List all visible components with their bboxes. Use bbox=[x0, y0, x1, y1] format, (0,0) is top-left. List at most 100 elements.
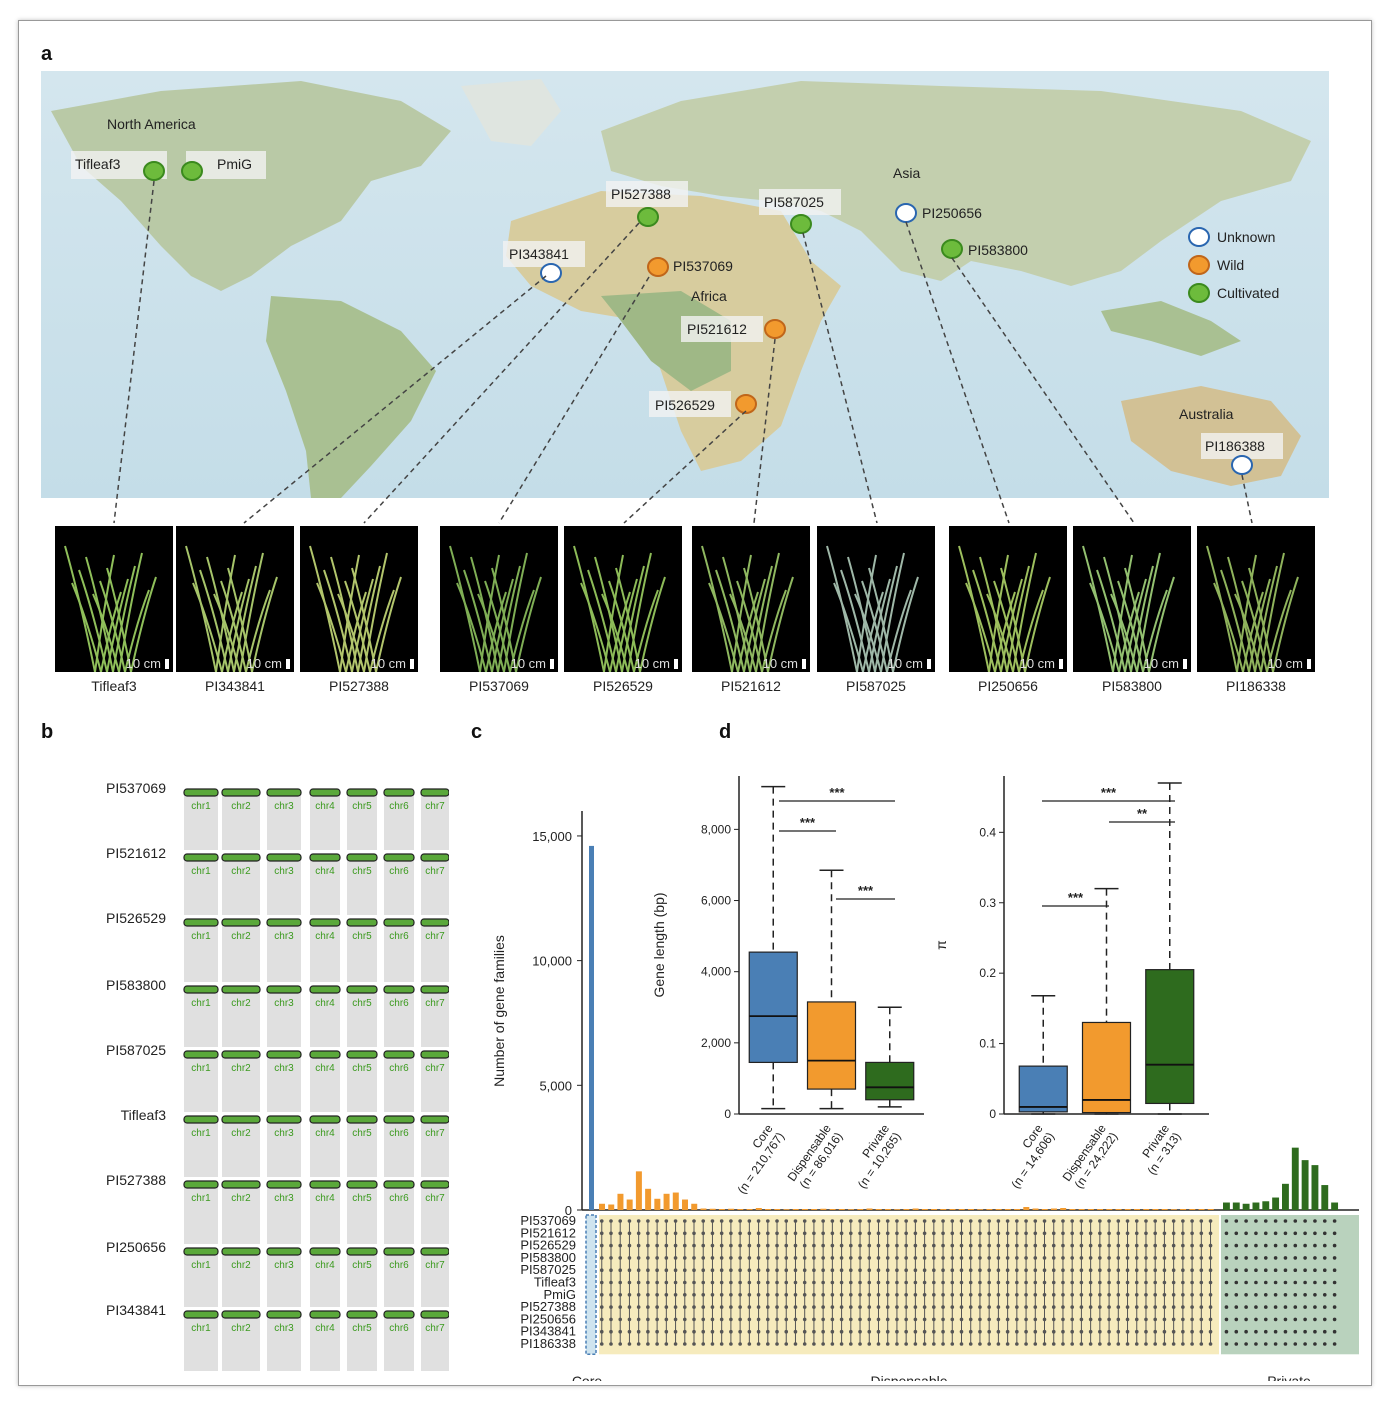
matrix-dot bbox=[1070, 1305, 1074, 1309]
plant-leaf bbox=[1260, 552, 1285, 672]
matrix-dot bbox=[1190, 1329, 1194, 1334]
matrix-dot bbox=[692, 1219, 696, 1223]
marker-label: PI521612 bbox=[687, 321, 747, 337]
matrix-dot bbox=[830, 1231, 835, 1236]
matrix-dot bbox=[729, 1256, 733, 1260]
matrix-dot bbox=[719, 1231, 724, 1236]
matrix-dot bbox=[987, 1293, 991, 1297]
bar-dispensable bbox=[1143, 1209, 1150, 1210]
matrix-dot bbox=[784, 1256, 789, 1260]
matrix-dot bbox=[1134, 1280, 1139, 1285]
matrix-dot bbox=[1098, 1243, 1102, 1248]
bar-dispensable bbox=[958, 1209, 965, 1210]
matrix-dot bbox=[1208, 1293, 1213, 1297]
matrix-dot bbox=[1283, 1268, 1288, 1272]
matrix-dot bbox=[950, 1305, 955, 1309]
matrix-dot bbox=[1098, 1256, 1102, 1260]
matrix-dot bbox=[1303, 1231, 1307, 1236]
matrix-dot bbox=[978, 1317, 982, 1322]
plant-leaf bbox=[213, 593, 241, 672]
synteny-link bbox=[184, 1252, 218, 1307]
synteny-link bbox=[310, 1252, 340, 1307]
plant-silhouette bbox=[64, 545, 157, 672]
matrix-dot bbox=[673, 1280, 678, 1285]
matrix-dot bbox=[904, 1268, 908, 1272]
bar-dispensable bbox=[1087, 1209, 1094, 1210]
matrix-dot bbox=[941, 1305, 945, 1309]
scale-bar bbox=[674, 659, 678, 669]
matrix-dot bbox=[1015, 1329, 1019, 1334]
chromosome-label: chr7 bbox=[425, 866, 445, 877]
matrix-dot bbox=[1224, 1256, 1229, 1260]
matrix-dot bbox=[1116, 1293, 1121, 1297]
y-tick-label: 10,000 bbox=[532, 954, 572, 969]
matrix-dot bbox=[1116, 1231, 1121, 1236]
matrix-dot bbox=[1061, 1280, 1065, 1285]
matrix-dot bbox=[1061, 1256, 1065, 1260]
plant-leaf bbox=[988, 554, 1009, 672]
matrix-dot bbox=[673, 1268, 678, 1272]
matrix-dot bbox=[913, 1305, 918, 1309]
matrix-dot bbox=[1322, 1293, 1327, 1297]
matrix-dot bbox=[618, 1280, 623, 1285]
synteny-accession-label: PI526529 bbox=[106, 910, 166, 926]
bar-dispensable bbox=[1189, 1209, 1196, 1210]
plant-photo: 10 cm bbox=[1073, 526, 1191, 672]
matrix-dot bbox=[996, 1243, 1001, 1248]
matrix-dot bbox=[1162, 1317, 1167, 1322]
matrix-dot bbox=[1254, 1243, 1258, 1248]
matrix-dot bbox=[812, 1317, 816, 1322]
synteny-accession-label: PI521612 bbox=[106, 845, 166, 861]
matrix-dot bbox=[904, 1317, 908, 1322]
matrix-dot bbox=[1042, 1256, 1047, 1260]
chromosome-label: chr5 bbox=[352, 1193, 372, 1204]
boxplot-y-axis-title: π bbox=[933, 940, 949, 950]
group-label-private: Private bbox=[1267, 1373, 1311, 1381]
chromosome-label: chr2 bbox=[231, 931, 251, 942]
boxplot-category-label: Dispensable(n = 24,222) bbox=[1060, 1121, 1121, 1191]
matrix-dot bbox=[1190, 1293, 1194, 1297]
matrix-dot bbox=[821, 1268, 825, 1272]
synteny-link bbox=[222, 1315, 260, 1373]
matrix-dot bbox=[821, 1256, 825, 1260]
synteny-link bbox=[184, 793, 218, 850]
matrix-dot bbox=[1181, 1329, 1185, 1334]
bar-dispensable bbox=[1161, 1209, 1168, 1210]
chromosome-label: chr1 bbox=[191, 1193, 211, 1204]
bar-private bbox=[1223, 1202, 1230, 1210]
plant-leaf bbox=[1136, 552, 1161, 672]
matrix-dot bbox=[609, 1329, 613, 1334]
matrix-dot bbox=[1051, 1293, 1056, 1297]
chromosome-bar bbox=[420, 1247, 450, 1256]
matrix-dot bbox=[1181, 1293, 1185, 1297]
matrix-dot bbox=[646, 1268, 650, 1272]
bar-dispensable bbox=[691, 1203, 698, 1210]
matrix-dot bbox=[1088, 1317, 1093, 1322]
matrix-dot bbox=[1244, 1293, 1248, 1297]
matrix-dot bbox=[673, 1231, 678, 1236]
matrix-dot bbox=[1162, 1280, 1167, 1285]
matrix-dot bbox=[1332, 1329, 1337, 1334]
matrix-dot bbox=[1061, 1219, 1065, 1223]
matrix-dot bbox=[710, 1342, 715, 1346]
matrix-dot bbox=[1107, 1268, 1111, 1272]
plant-photo-row: 10 cm Tifleaf3 10 cm PI343841 10 cm PI527388 1… bbox=[19, 526, 1371, 706]
scale-bar bbox=[550, 659, 554, 669]
plant-leaf bbox=[601, 593, 629, 672]
matrix-dot bbox=[1116, 1329, 1121, 1334]
chromosome-bar bbox=[420, 1180, 450, 1189]
matrix-dot bbox=[1153, 1329, 1157, 1334]
plant-photo-label: PI527388 bbox=[329, 678, 389, 694]
matrix-dot bbox=[913, 1280, 918, 1285]
matrix-dot bbox=[1088, 1280, 1093, 1285]
matrix-dot bbox=[646, 1219, 650, 1223]
chromosome-label: chr5 bbox=[352, 931, 372, 942]
matrix-dot bbox=[968, 1305, 973, 1309]
matrix-dot bbox=[1042, 1329, 1047, 1334]
matrix-dot bbox=[950, 1342, 955, 1346]
plant-leaf bbox=[1254, 565, 1278, 672]
bar-dispensable bbox=[912, 1208, 919, 1210]
plant-leaf bbox=[1234, 593, 1262, 672]
matrix-dot bbox=[793, 1256, 798, 1260]
matrix-dot bbox=[987, 1256, 991, 1260]
